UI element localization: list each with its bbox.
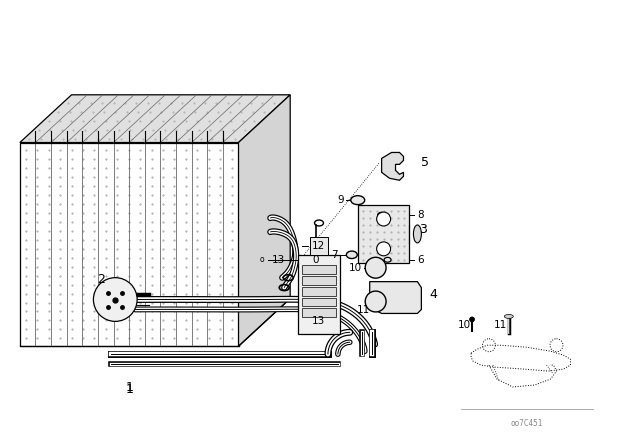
Polygon shape xyxy=(381,152,403,180)
Circle shape xyxy=(377,242,390,256)
Ellipse shape xyxy=(384,258,391,262)
Text: 2: 2 xyxy=(97,273,106,286)
Text: 1: 1 xyxy=(125,383,133,396)
Ellipse shape xyxy=(413,225,421,243)
Bar xyxy=(302,287,336,296)
Polygon shape xyxy=(370,282,421,314)
Text: o: o xyxy=(260,255,265,264)
Circle shape xyxy=(377,212,390,226)
Ellipse shape xyxy=(346,251,357,258)
Text: 1: 1 xyxy=(125,381,133,394)
Circle shape xyxy=(365,291,386,312)
Text: 3: 3 xyxy=(419,224,428,237)
Polygon shape xyxy=(20,142,239,346)
Circle shape xyxy=(365,257,386,278)
Bar xyxy=(302,309,336,318)
Text: 11: 11 xyxy=(493,320,507,330)
Text: 6: 6 xyxy=(417,255,424,265)
Text: 10: 10 xyxy=(458,320,471,330)
Polygon shape xyxy=(358,205,410,263)
Ellipse shape xyxy=(378,212,385,218)
Text: 12: 12 xyxy=(312,241,325,251)
Bar xyxy=(302,297,336,306)
Text: oo7C451: oo7C451 xyxy=(511,419,543,428)
FancyBboxPatch shape xyxy=(298,255,340,334)
Circle shape xyxy=(470,317,474,322)
Polygon shape xyxy=(239,95,290,346)
Ellipse shape xyxy=(351,196,365,205)
Text: 0: 0 xyxy=(312,255,319,265)
Text: 9: 9 xyxy=(337,195,344,205)
Text: 10: 10 xyxy=(349,263,362,273)
Text: 4: 4 xyxy=(429,288,437,301)
Text: 5: 5 xyxy=(421,156,429,169)
Text: 13: 13 xyxy=(312,316,325,327)
Text: 13: 13 xyxy=(272,255,285,265)
Ellipse shape xyxy=(504,314,513,319)
Text: 11: 11 xyxy=(357,306,371,315)
Bar xyxy=(302,265,336,274)
Polygon shape xyxy=(20,95,290,142)
Text: 7: 7 xyxy=(332,250,338,260)
Bar xyxy=(302,276,336,284)
Circle shape xyxy=(93,278,137,321)
Bar xyxy=(310,237,328,255)
Text: 8: 8 xyxy=(417,210,424,220)
